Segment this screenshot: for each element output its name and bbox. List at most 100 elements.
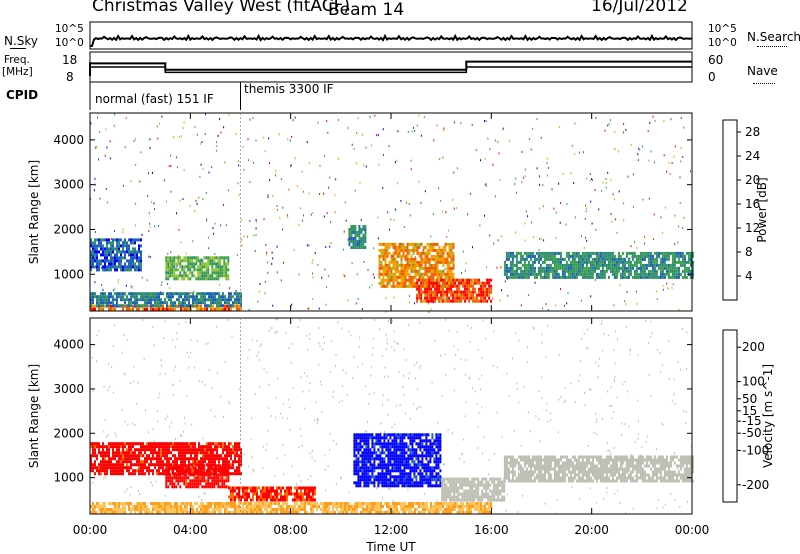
noise-pixel — [96, 334, 98, 337]
scatter-cell — [221, 473, 224, 477]
noise-pixel — [207, 236, 209, 239]
scatter-cell — [276, 498, 278, 502]
scatter-cell — [130, 502, 132, 505]
scatter-cell — [521, 257, 524, 261]
scatter-cell — [593, 269, 596, 273]
scatter-cell — [615, 272, 618, 276]
scatter-cell — [165, 256, 168, 260]
scatter-cell — [440, 290, 443, 294]
noise-pixel — [287, 215, 289, 218]
scatter-cell — [136, 301, 138, 305]
scatter-cell — [144, 511, 146, 514]
scatter-cell — [410, 284, 413, 288]
scatter-cell — [430, 293, 433, 297]
scatter-cell — [561, 263, 564, 267]
noise-pixel — [481, 406, 483, 409]
scatter-cell — [176, 460, 178, 464]
noise-pixel — [205, 342, 207, 345]
scatter-cell — [224, 460, 226, 464]
noise-pixel — [453, 121, 455, 124]
scatter-cell — [599, 263, 602, 267]
scatter-cell — [653, 272, 656, 276]
noise-pixel — [498, 152, 500, 155]
noise-pixel — [114, 113, 116, 116]
noise-pixel — [598, 364, 600, 367]
noise-pixel — [674, 242, 676, 245]
scatter-cell — [218, 469, 220, 473]
noise-pixel — [237, 160, 239, 163]
scatter-cell — [627, 269, 630, 273]
scatter-cell — [553, 269, 556, 273]
scatter-cell — [641, 254, 644, 258]
scatter-cell — [402, 278, 405, 282]
scatter-cell — [613, 275, 616, 279]
scatter-cell — [581, 272, 584, 276]
noise-pixel — [451, 432, 453, 435]
scatter-cell — [118, 262, 120, 266]
scatter-cell — [177, 268, 180, 272]
scatter-cell — [210, 460, 212, 464]
noise-pixel — [290, 361, 292, 364]
scatter-cell — [240, 298, 242, 302]
scatter-cell — [661, 254, 664, 258]
scatter-cell — [486, 287, 489, 291]
scatter-cell — [146, 304, 148, 308]
noise-pixel — [630, 255, 632, 258]
scatter-cell — [126, 250, 128, 254]
noise-pixel — [343, 274, 345, 277]
scatter-cell — [412, 263, 415, 267]
scatter-cell — [104, 250, 106, 254]
scatter-cell — [448, 254, 451, 258]
scatter-cell — [567, 269, 570, 273]
scatter-cell — [446, 275, 449, 279]
scatter-cell — [274, 498, 276, 502]
scatter-cell — [625, 251, 628, 255]
scatter-cell — [140, 448, 142, 452]
scatter-cell — [442, 251, 445, 255]
scatter-cell — [509, 251, 512, 255]
scatter-cell — [561, 272, 564, 276]
scatter-cell — [189, 277, 192, 281]
scatter-cell — [236, 454, 238, 458]
scatter-cell — [657, 275, 660, 279]
noise-pixel — [594, 278, 596, 281]
scatter-cell — [470, 281, 473, 285]
noise-pixel — [471, 123, 473, 126]
scatter-cell — [122, 304, 124, 308]
scatter-cell — [446, 251, 449, 255]
scatter-cell — [438, 278, 441, 282]
noise-pixel — [547, 324, 548, 327]
scatter-cell — [130, 448, 132, 452]
scatter-cell — [430, 269, 433, 273]
scatter-cell — [209, 256, 212, 260]
scatter-cell — [464, 284, 467, 288]
noise-pixel — [323, 336, 325, 339]
noise-pixel — [494, 195, 496, 198]
noise-pixel — [373, 392, 375, 395]
scatter-cell — [213, 262, 216, 266]
scatter-cell — [667, 254, 670, 258]
scatter-cell — [382, 266, 385, 270]
scatter-cell — [234, 445, 236, 449]
scatter-cell — [450, 278, 453, 282]
scatter-cell — [165, 277, 168, 281]
scatter-cell — [537, 251, 540, 255]
scatter-cell — [683, 269, 686, 273]
noise-pixel — [639, 454, 641, 457]
scatter-cell — [92, 292, 94, 296]
scatter-cell — [583, 251, 586, 255]
noise-pixel — [365, 385, 366, 388]
scatter-cell — [631, 275, 634, 279]
scatter-cell — [296, 492, 298, 496]
noise-pixel — [543, 239, 545, 242]
scatter-cell — [158, 451, 160, 455]
scatter-cell — [222, 448, 224, 452]
noise-pixel — [330, 340, 332, 343]
scatter-cell — [238, 472, 240, 476]
scatter-cell — [468, 287, 471, 291]
scatter-cell — [138, 442, 140, 446]
scatter-cell — [452, 260, 455, 264]
scatter-cell — [118, 463, 120, 467]
scatter-cell — [358, 243, 361, 246]
noise-pixel — [365, 146, 367, 149]
